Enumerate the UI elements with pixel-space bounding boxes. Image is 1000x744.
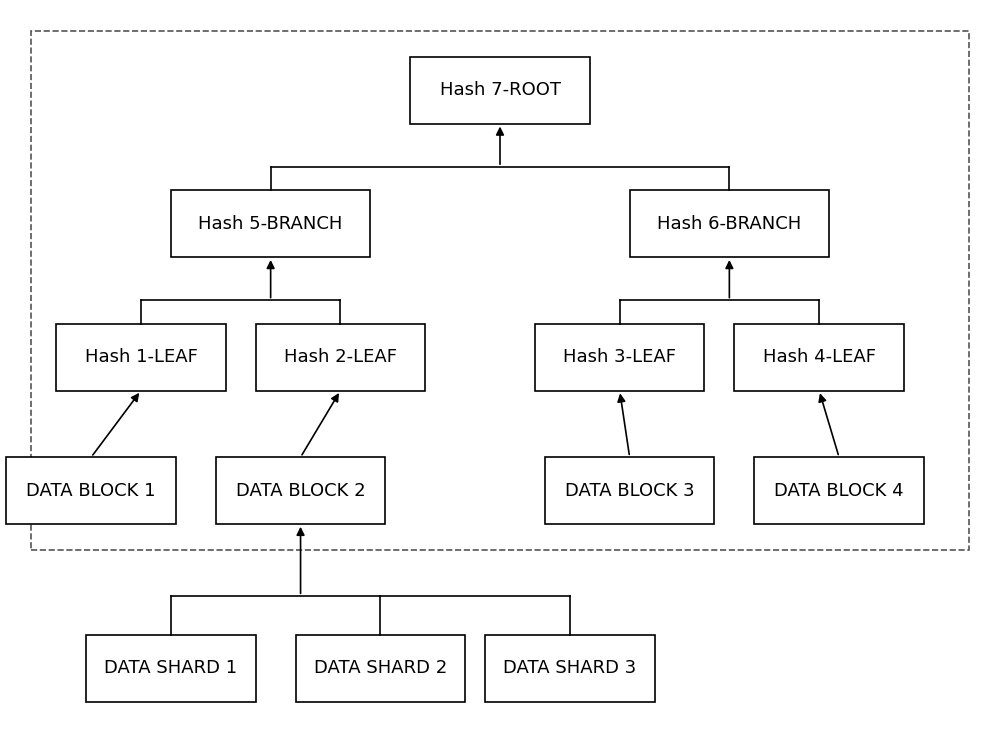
FancyBboxPatch shape [535,324,704,391]
FancyBboxPatch shape [754,458,924,524]
Text: DATA SHARD 1: DATA SHARD 1 [104,659,237,678]
FancyBboxPatch shape [485,635,655,702]
Text: Hash 5-BRANCH: Hash 5-BRANCH [198,215,343,233]
Text: DATA BLOCK 4: DATA BLOCK 4 [774,481,904,499]
Text: DATA BLOCK 2: DATA BLOCK 2 [236,481,365,499]
FancyBboxPatch shape [410,57,590,124]
Text: Hash 3-LEAF: Hash 3-LEAF [563,348,676,366]
Text: Hash 2-LEAF: Hash 2-LEAF [284,348,397,366]
FancyBboxPatch shape [296,635,465,702]
Text: DATA BLOCK 1: DATA BLOCK 1 [26,481,156,499]
FancyBboxPatch shape [545,458,714,524]
FancyBboxPatch shape [86,635,256,702]
Text: Hash 4-LEAF: Hash 4-LEAF [763,348,876,366]
FancyBboxPatch shape [630,190,829,257]
FancyBboxPatch shape [171,190,370,257]
Text: DATA SHARD 2: DATA SHARD 2 [314,659,447,678]
FancyBboxPatch shape [56,324,226,391]
FancyBboxPatch shape [216,458,385,524]
Text: DATA SHARD 3: DATA SHARD 3 [503,659,636,678]
FancyBboxPatch shape [6,458,176,524]
Text: Hash 7-ROOT: Hash 7-ROOT [440,81,560,100]
Text: Hash 1-LEAF: Hash 1-LEAF [85,348,197,366]
Text: DATA BLOCK 3: DATA BLOCK 3 [565,481,694,499]
FancyBboxPatch shape [256,324,425,391]
Text: Hash 6-BRANCH: Hash 6-BRANCH [657,215,801,233]
FancyBboxPatch shape [734,324,904,391]
